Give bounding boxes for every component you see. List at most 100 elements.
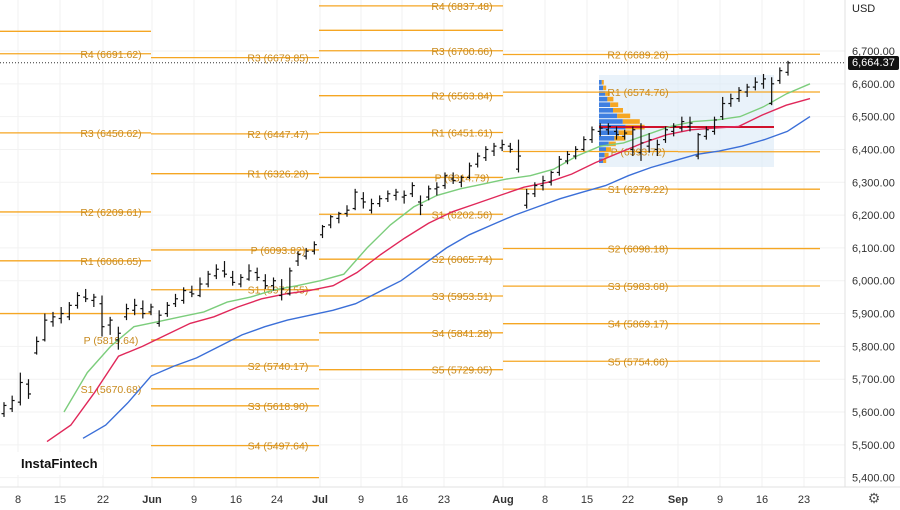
ohlc-bar xyxy=(271,277,276,291)
volume-row-orange xyxy=(604,152,609,158)
time-tick-label: 16 xyxy=(756,494,768,506)
price-tick-label: 6,700.00 xyxy=(852,46,895,58)
ohlc-bar xyxy=(34,336,40,355)
price-tick-label: 6,100.00 xyxy=(852,243,895,255)
ohlc-bar xyxy=(75,292,80,309)
ohlc-bar xyxy=(516,139,521,173)
ohlc-bar xyxy=(646,133,652,153)
time-tick-label: 24 xyxy=(271,494,283,506)
ohlc-bar xyxy=(50,311,56,327)
volume-row-blue xyxy=(599,96,608,102)
ohlc-bar xyxy=(703,126,709,140)
ohlc-bar xyxy=(597,123,603,137)
ohlc-bar xyxy=(614,126,619,140)
price-tick-label: 6,600.00 xyxy=(852,79,895,91)
ohlc-bar xyxy=(736,87,742,102)
volume-row-orange xyxy=(605,91,610,96)
pivot-label: S3 (5953.51) xyxy=(432,291,493,303)
ohlc-bar xyxy=(107,316,113,335)
volume-row-blue xyxy=(599,141,609,147)
ohlc-bar xyxy=(589,126,595,143)
ohlc-bar xyxy=(540,175,546,191)
ohlc-bar xyxy=(320,224,325,239)
volume-row-blue xyxy=(599,91,606,96)
ohlc-bar xyxy=(483,146,489,161)
ohlc-bar xyxy=(679,116,685,132)
pivot-label: R2 (6209.61) xyxy=(80,207,141,219)
pivot-label: S2 (5740.17) xyxy=(248,361,309,373)
ohlc-bar xyxy=(99,295,105,337)
ohlc-bar xyxy=(148,303,154,316)
moving-average-line xyxy=(46,97,811,443)
ohlc-bar xyxy=(360,192,366,209)
pivot-label: S3 (5983.68) xyxy=(608,281,669,293)
pivot-label: R3 (6450.62) xyxy=(80,128,141,140)
pivot-label: P (6093.82) xyxy=(251,245,306,257)
time-axis[interactable]: 8 15 22 Jun 9 16 24 Jul 9 16 23 Aug 8 15 22 Sep 9 16 23 xyxy=(0,486,900,506)
price-tick-label: 5,600.00 xyxy=(852,407,895,419)
ohlc-bar xyxy=(42,313,48,342)
volume-row-orange xyxy=(603,85,607,91)
time-tick-label: 9 xyxy=(358,494,364,506)
volume-row-orange xyxy=(606,147,611,152)
ohlc-bar xyxy=(573,146,579,160)
ohlc-bar xyxy=(720,96,726,120)
volume-row-blue xyxy=(599,152,605,158)
ohlc-bar xyxy=(17,372,23,406)
pivot-label: S2 (6098.18) xyxy=(608,244,669,256)
time-tick-label: 16 xyxy=(396,494,408,506)
time-tick-label: 22 xyxy=(622,494,634,506)
ohlc-bar xyxy=(303,247,309,260)
ohlc-bar xyxy=(548,170,554,186)
time-tick-label: 8 xyxy=(15,494,21,506)
ohlc-bar xyxy=(279,279,285,301)
volume-row-blue xyxy=(599,136,615,141)
volume-row-blue xyxy=(599,119,623,124)
ohlc-bar xyxy=(328,215,334,229)
ohlc-bar xyxy=(434,182,440,196)
ohlc-bar xyxy=(262,274,268,289)
price-tick-label: 5,500.00 xyxy=(852,440,895,452)
ohlc-bar xyxy=(728,93,734,107)
pivot-label: P (6393.72) xyxy=(611,147,666,159)
volume-row-blue xyxy=(599,113,618,119)
ohlc-bar xyxy=(230,270,236,286)
ohlc-bar xyxy=(238,274,244,288)
price-tick-label: 6,500.00 xyxy=(852,112,895,124)
time-tick-label: 23 xyxy=(438,494,450,506)
ohlc-bar xyxy=(401,190,407,204)
ohlc-bar xyxy=(638,123,644,161)
ohlc-bar xyxy=(9,395,15,413)
volume-row-orange xyxy=(614,136,626,141)
ohlc-bar xyxy=(385,190,391,202)
pivot-label: S4 (5497.64) xyxy=(248,441,309,453)
pivot-label: S1 (6279.22) xyxy=(608,184,669,196)
currency-label[interactable]: USD xyxy=(852,3,876,15)
pivot-label: R1 (6326.20) xyxy=(247,169,308,181)
ohlc-bar xyxy=(712,116,717,135)
pivot-label: S2 (6065.74) xyxy=(432,254,493,266)
ohlc-bar xyxy=(164,302,170,317)
ohlc-bar xyxy=(344,205,350,217)
ohlc-bar xyxy=(450,172,456,184)
time-tick-label: 15 xyxy=(54,494,66,506)
volume-row-blue xyxy=(599,147,606,152)
pivot-label: R1 (6451.61) xyxy=(431,128,492,140)
ohlc-bar xyxy=(695,133,701,160)
brand-logo: InstaFintech xyxy=(16,452,103,475)
ohlc-bar xyxy=(663,126,668,143)
ohlc-bar xyxy=(91,293,97,307)
price-tick-label: 6,200.00 xyxy=(852,210,895,222)
ohlc-bar xyxy=(205,270,211,288)
ohlc-bar xyxy=(83,288,89,303)
ohlc-bar xyxy=(189,285,195,298)
ohlc-bar xyxy=(630,126,636,157)
price-axis[interactable]: 5,400.00 5,500.00 5,600.00 5,700.00 5,800.00… xyxy=(844,0,895,487)
ohlc-bar xyxy=(115,326,121,350)
volume-row-blue xyxy=(599,80,602,85)
ohlc-bar xyxy=(336,211,342,224)
pivot-label: S5 (5754.66) xyxy=(608,356,669,368)
gear-icon[interactable]: ⚙ xyxy=(867,490,881,506)
ohlc-bar xyxy=(369,198,374,214)
